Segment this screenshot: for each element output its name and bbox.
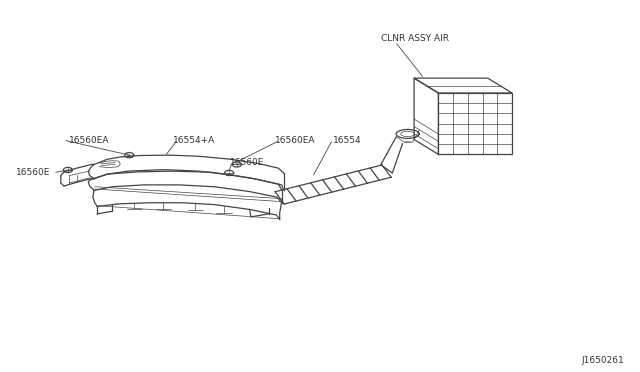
- Text: 16554+A: 16554+A: [173, 136, 215, 145]
- Text: 16560EA: 16560EA: [69, 136, 109, 145]
- Text: CLNR ASSY AIR: CLNR ASSY AIR: [381, 34, 449, 43]
- Text: J1650261: J1650261: [581, 356, 624, 365]
- Text: 16560EA: 16560EA: [275, 136, 316, 145]
- Text: 16560E: 16560E: [230, 158, 265, 167]
- Text: 16554: 16554: [333, 136, 362, 145]
- Text: 16560E: 16560E: [16, 168, 51, 177]
